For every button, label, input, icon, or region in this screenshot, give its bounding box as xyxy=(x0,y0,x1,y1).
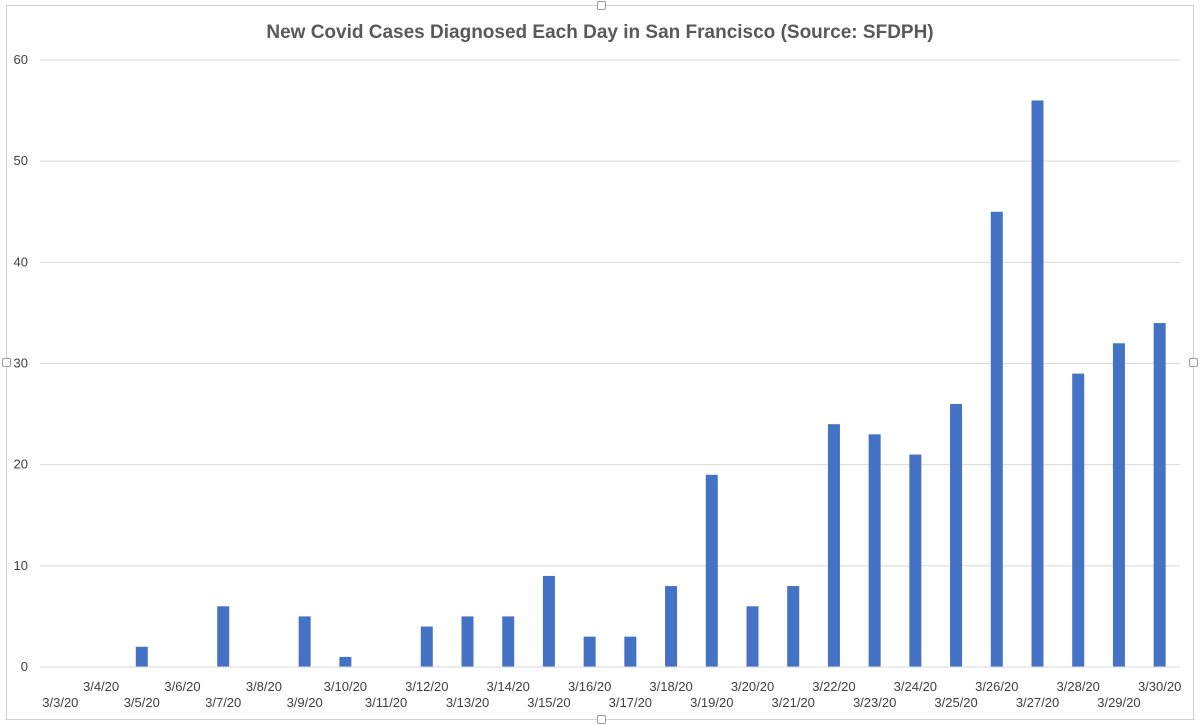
x-tick-label: 3/26/20 xyxy=(975,679,1018,694)
resize-handle-top[interactable] xyxy=(597,1,606,10)
x-tick-label: 3/6/20 xyxy=(164,679,200,694)
x-tick-label: 3/20/20 xyxy=(731,679,774,694)
x-tick-label: 3/15/20 xyxy=(527,695,570,710)
bar xyxy=(950,403,963,667)
bar xyxy=(1031,100,1044,667)
x-tick-label: 3/17/20 xyxy=(609,695,652,710)
x-tick-label: 3/4/20 xyxy=(83,679,119,694)
bar xyxy=(420,626,433,667)
bar xyxy=(787,586,800,667)
x-tick-label: 3/14/20 xyxy=(487,679,530,694)
bar xyxy=(1112,343,1125,667)
bar xyxy=(1072,373,1085,667)
x-tick-label: 3/29/20 xyxy=(1097,695,1140,710)
y-tick-label: 0 xyxy=(21,659,28,674)
bar xyxy=(705,474,718,667)
x-axis-ticks: 3/3/20 3/4/20 3/5/20 3/6/20 3/7/20 3/8/20 3/9/… xyxy=(42,679,1181,710)
y-tick-label: 10 xyxy=(14,558,28,573)
bar xyxy=(665,586,678,667)
bar xyxy=(583,636,596,667)
resize-handle-left[interactable] xyxy=(2,358,11,367)
bar xyxy=(990,211,1003,667)
x-tick-label: 3/18/20 xyxy=(649,679,692,694)
x-tick-label: 3/22/20 xyxy=(812,679,855,694)
bar xyxy=(461,616,474,667)
x-tick-label: 3/25/20 xyxy=(934,695,977,710)
bar xyxy=(624,636,637,667)
x-tick-label: 3/21/20 xyxy=(772,695,815,710)
x-tick-label: 3/16/20 xyxy=(568,679,611,694)
bar xyxy=(868,434,881,667)
x-tick-label: 3/28/20 xyxy=(1057,679,1100,694)
x-tick-label: 3/3/20 xyxy=(42,695,78,710)
resize-handle-bottom[interactable] xyxy=(597,715,606,724)
chart-title: New Covid Cases Diagnosed Each Day in Sa… xyxy=(266,22,933,43)
bar xyxy=(298,616,311,667)
bar xyxy=(502,616,515,667)
resize-handle-right[interactable] xyxy=(1189,358,1198,367)
x-tick-label: 3/13/20 xyxy=(446,695,489,710)
bar xyxy=(339,656,352,667)
x-tick-label: 3/24/20 xyxy=(894,679,937,694)
x-tick-label: 3/23/20 xyxy=(853,695,896,710)
bar xyxy=(217,606,230,667)
bar xyxy=(909,454,922,667)
x-tick-label: 3/9/20 xyxy=(287,695,323,710)
bar xyxy=(827,424,840,667)
x-tick-label: 3/8/20 xyxy=(246,679,282,694)
x-tick-label: 3/19/20 xyxy=(690,695,733,710)
x-tick-label: 3/11/20 xyxy=(365,695,407,710)
bar xyxy=(746,606,759,667)
bar xyxy=(1153,323,1166,667)
y-tick-label: 60 xyxy=(14,52,28,67)
x-tick-label: 3/30/20 xyxy=(1138,679,1181,694)
y-tick-label: 20 xyxy=(14,457,28,472)
y-tick-label: 40 xyxy=(14,254,28,269)
bar xyxy=(542,575,555,667)
bar xyxy=(135,646,148,667)
x-tick-label: 3/27/20 xyxy=(1016,695,1059,710)
x-tick-label: 3/12/20 xyxy=(405,679,448,694)
y-axis-ticks: 0 10 20 30 40 50 60 xyxy=(14,52,28,674)
x-tick-label: 3/5/20 xyxy=(124,695,160,710)
x-tick-label: 3/10/20 xyxy=(324,679,367,694)
bars xyxy=(135,100,1166,667)
gridlines xyxy=(40,59,1180,567)
x-tick-label: 3/7/20 xyxy=(205,695,241,710)
y-tick-label: 30 xyxy=(14,356,28,371)
y-tick-label: 50 xyxy=(14,153,28,168)
